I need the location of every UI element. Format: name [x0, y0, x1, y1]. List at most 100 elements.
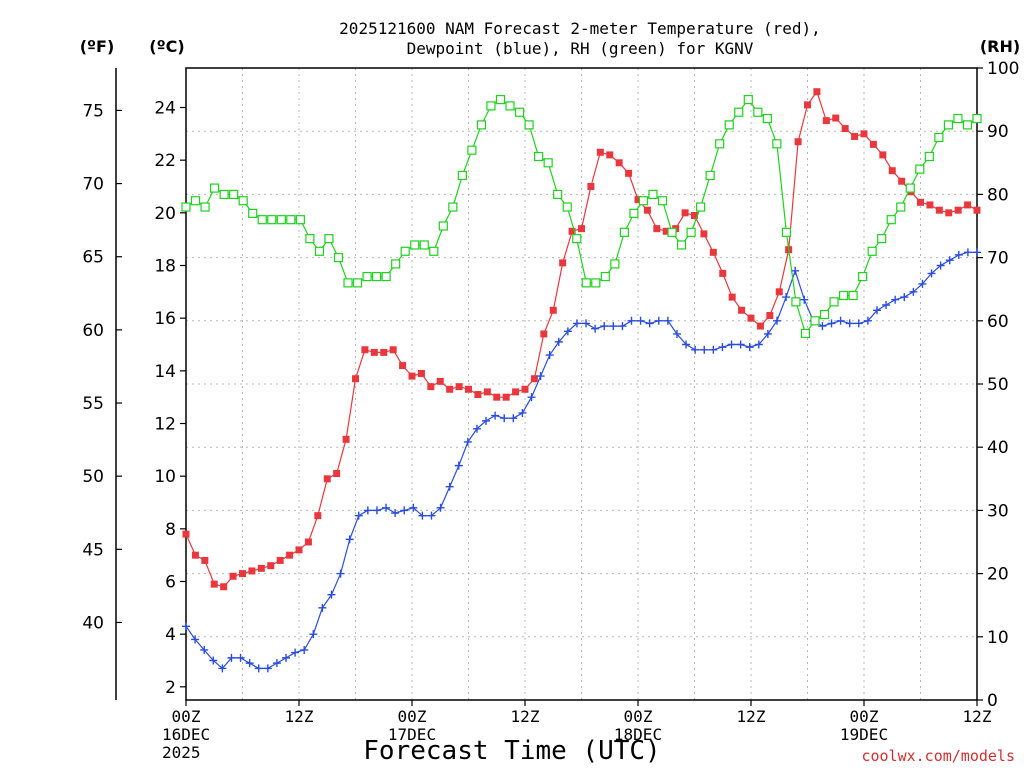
dewpoint-point [491, 411, 500, 420]
celsius-tick-label: 20 [154, 204, 176, 224]
temperature-point [540, 330, 548, 338]
x-tick-label: 19DEC [840, 725, 888, 744]
rh-point [819, 309, 830, 320]
temperature-point [521, 385, 529, 393]
rh-point [962, 120, 973, 130]
temperature-point [352, 375, 359, 383]
temperature-point [606, 151, 614, 159]
dewpoint-point [663, 316, 672, 325]
temperature-point [935, 206, 943, 214]
dewpoint-point [973, 248, 981, 257]
dewpoint-point [927, 269, 936, 278]
x-axis-label: Forecast Time (UTC) [363, 736, 660, 766]
dewpoint-point [200, 645, 209, 654]
temperature-point [681, 209, 689, 217]
rh-point [229, 189, 239, 199]
dewpoint-point [836, 316, 845, 325]
rh-point [219, 189, 229, 199]
dewpoint-point [209, 656, 218, 665]
temperature-point [304, 538, 312, 546]
x-tick-label: 00Z [398, 707, 427, 726]
rh-point [419, 240, 429, 250]
rh-point [743, 94, 753, 105]
dewpoint-point [918, 279, 927, 288]
temperature-point [483, 388, 491, 396]
temperature-point [408, 372, 416, 380]
rh-point [476, 120, 487, 130]
temperature-point [276, 556, 284, 564]
dewpoint-point [382, 503, 391, 512]
temperature-point [813, 88, 821, 96]
celsius-tick-label: 16 [154, 309, 176, 329]
rh-point [867, 246, 877, 256]
rh-point [486, 101, 496, 111]
temperature-point [926, 201, 934, 209]
rh-point [896, 202, 906, 212]
dewpoint-point [500, 414, 509, 423]
dewpoint-point [582, 319, 591, 328]
rh-point [400, 246, 410, 256]
rh-point [600, 271, 610, 282]
rh-point [829, 297, 839, 307]
dewpoint-point [900, 293, 909, 302]
rh-tick-label: 0 [987, 691, 998, 711]
temperature-point [314, 512, 322, 520]
temperature-point [578, 225, 585, 233]
celsius-tick-label: 4 [165, 625, 176, 645]
dewpoint-point [691, 345, 700, 354]
dewpoint-point [309, 630, 318, 639]
temperature-point [361, 346, 369, 354]
dewpoint-point [727, 340, 736, 349]
rh-point [924, 151, 934, 162]
rh-point [581, 278, 591, 288]
temperature-point [342, 435, 350, 443]
rh-point [562, 202, 572, 212]
x-tick-label: 2025 [162, 743, 201, 762]
temperature-point [756, 322, 764, 330]
temperature-point [841, 125, 849, 133]
temperature-point [719, 269, 727, 277]
dewpoint-point [409, 503, 418, 512]
temperature-point [832, 114, 840, 122]
dewpoint-point [336, 569, 345, 578]
dewpoint-point [718, 343, 727, 352]
rh-point [372, 271, 382, 282]
rh-point [438, 221, 448, 231]
rh-point [762, 113, 772, 124]
rh-point [943, 120, 954, 130]
dewpoint-point [872, 306, 881, 315]
rh-point [838, 290, 849, 301]
dewpoint-point [963, 248, 972, 257]
temperature-point [615, 159, 623, 167]
dewpoint-point [754, 340, 763, 349]
fahrenheit-tick-label: 70 [82, 175, 104, 195]
temperature-point [549, 306, 557, 314]
temperature-point [229, 572, 237, 580]
rh-point [467, 145, 477, 155]
rh-point [391, 259, 401, 269]
dewpoint-point [318, 603, 327, 612]
dewpoint-point [609, 322, 618, 331]
rh-point [591, 278, 601, 288]
rh-point [657, 196, 668, 206]
temperature-point [662, 227, 670, 235]
temperature-point [709, 248, 717, 256]
rh-point [972, 113, 982, 124]
dewpoint-point [472, 424, 481, 433]
rh-point [524, 120, 534, 130]
temperature-point [257, 564, 265, 572]
temperature-point [323, 475, 331, 483]
series-line [185, 251, 977, 670]
ticks-layer: 2468101214161820222440455055606570750102… [82, 59, 1019, 762]
temperature-point [380, 348, 388, 356]
temperature-point [446, 385, 454, 393]
dewpoint-point [654, 316, 663, 325]
dewpoint-point [400, 506, 409, 515]
x-tick-label: 00Z [624, 707, 653, 726]
series-layer [181, 88, 982, 673]
dewpoint-point [354, 511, 363, 520]
temperature-point [869, 140, 877, 148]
temperature-point [888, 167, 896, 175]
x-tick-label: 17DEC [388, 725, 436, 744]
